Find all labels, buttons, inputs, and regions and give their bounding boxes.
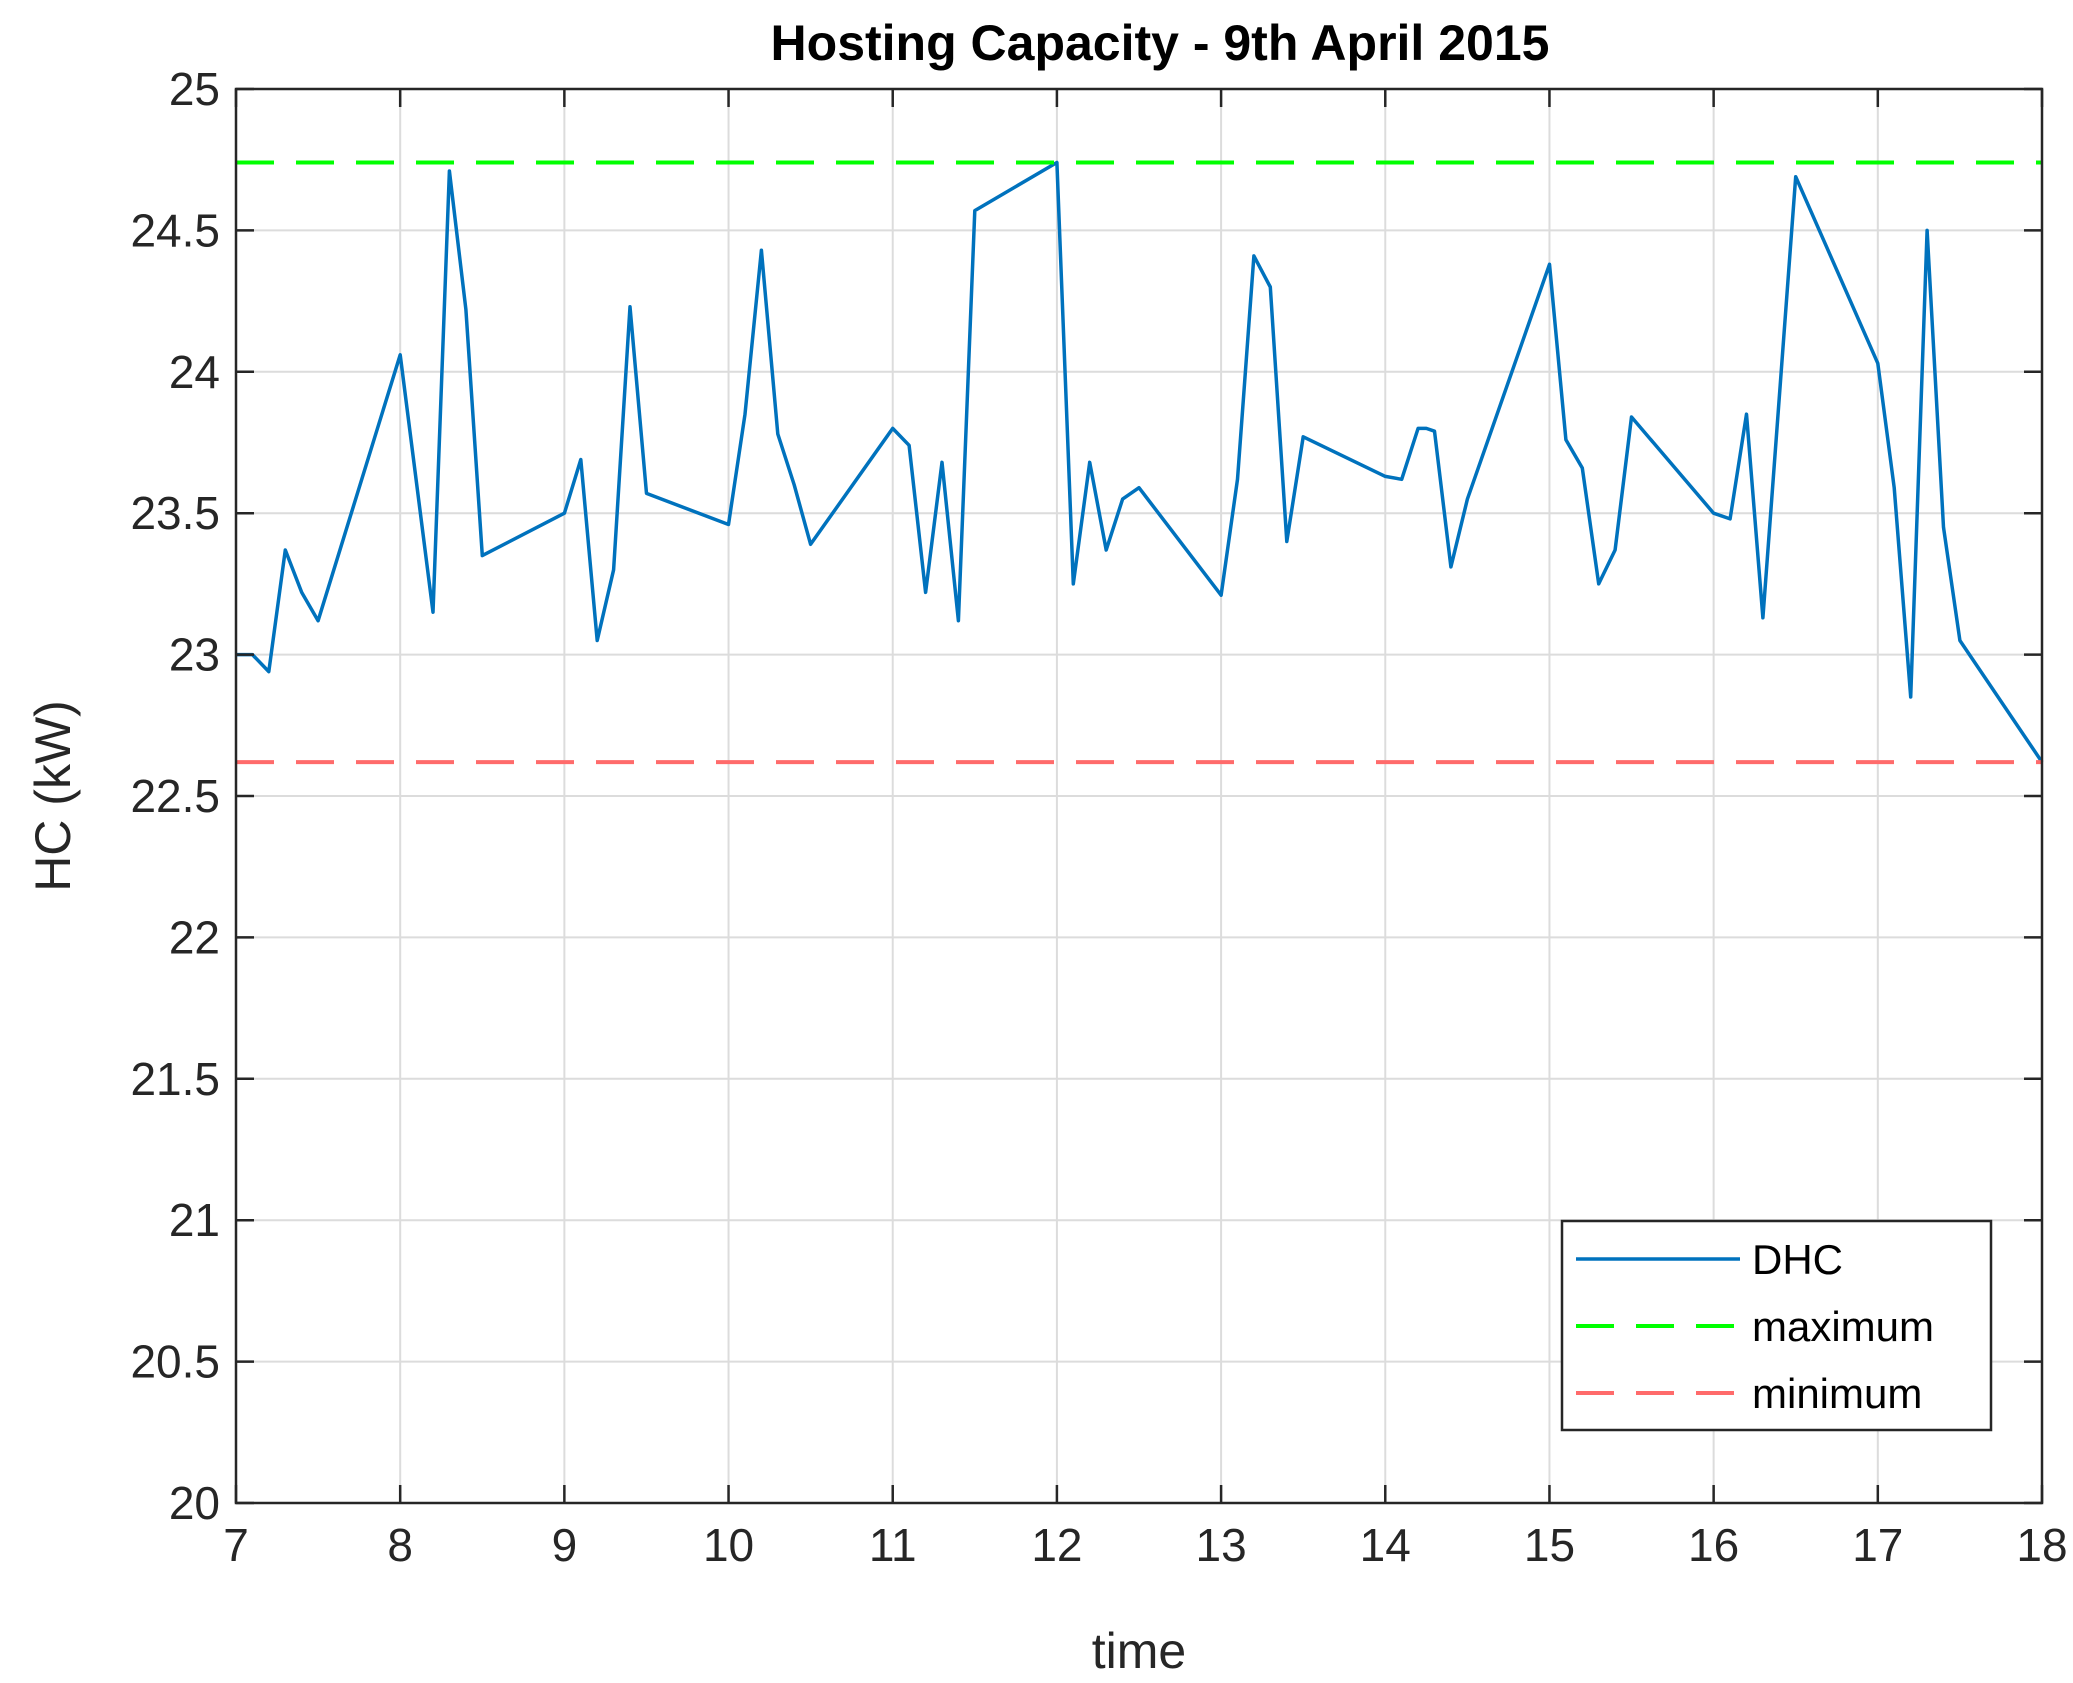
x-tick-label: 9: [552, 1519, 578, 1571]
y-tick-label: 20.5: [130, 1336, 220, 1388]
ticks: 7 8 9 10 11 12 13 14 15 16 17 18 20 20.5 21 21.5 22 22.5 2…: [130, 63, 2067, 1571]
x-tick-label: 12: [1031, 1519, 1082, 1571]
y-tick-label: 22: [169, 911, 220, 963]
y-axis-label: HC (kW): [25, 700, 81, 892]
y-tick-label: 25: [169, 63, 220, 115]
grid: [236, 89, 2042, 1503]
x-tick-label: 7: [223, 1519, 249, 1571]
y-tick-label: 23.5: [130, 487, 220, 539]
y-tick-label: 21: [169, 1194, 220, 1246]
chart-title: Hosting Capacity - 9th April 2015: [771, 15, 1550, 71]
x-tick-label: 14: [1360, 1519, 1411, 1571]
x-axis-label: time: [1092, 1623, 1186, 1679]
series-line-DHC: [236, 160, 2044, 764]
y-tick-label: 24.5: [130, 204, 220, 256]
series-layer: [236, 160, 2044, 765]
x-tick-label: 15: [1524, 1519, 1575, 1571]
x-tick-label: 8: [387, 1519, 413, 1571]
legend-label: maximum: [1752, 1303, 1934, 1350]
y-tick-label: 21.5: [130, 1053, 220, 1105]
legend: DHC maximum minimum: [1560, 1219, 1993, 1432]
x-tick-label: 16: [1688, 1519, 1739, 1571]
x-tick-label: 18: [2016, 1519, 2067, 1571]
x-tick-label: 17: [1852, 1519, 1903, 1571]
y-tick-label: 22.5: [130, 770, 220, 822]
y-tick-label: 23: [169, 629, 220, 681]
x-tick-label: 11: [869, 1519, 917, 1571]
legend-label: DHC: [1752, 1236, 1843, 1283]
legend-box: [1560, 1219, 1993, 1432]
x-tick-label: 10: [703, 1519, 754, 1571]
y-tick-label: 24: [169, 346, 220, 398]
legend-label: minimum: [1752, 1370, 1922, 1417]
x-tick-label: 13: [1196, 1519, 1247, 1571]
y-tick-label: 20: [169, 1477, 220, 1529]
